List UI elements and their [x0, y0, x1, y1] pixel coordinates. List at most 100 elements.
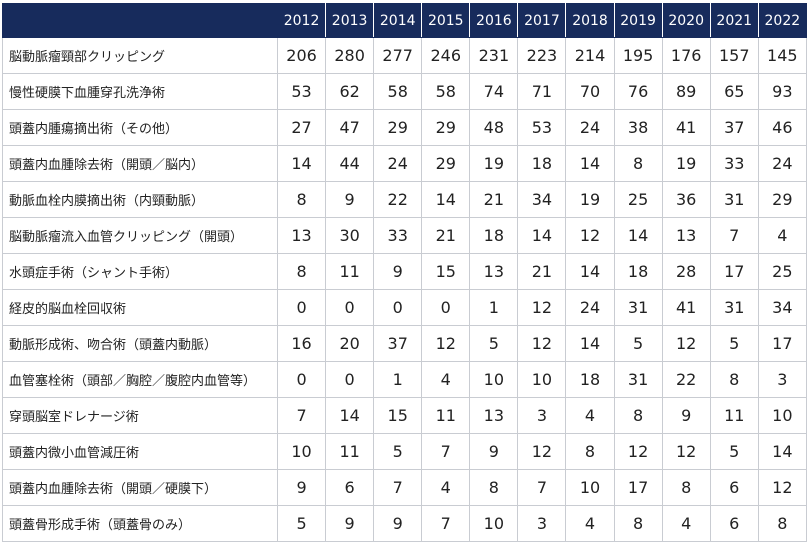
count-cell: 5	[469, 325, 519, 362]
procedure-name-cell: 慢性硬膜下血腫穿孔洗浄術	[2, 73, 278, 110]
count-cell: 33	[373, 217, 423, 254]
count-cell: 47	[325, 109, 375, 146]
count-cell: 12	[661, 433, 711, 470]
count-cell: 9	[325, 181, 375, 218]
count-cell: 58	[421, 73, 471, 110]
count-cell: 21	[469, 181, 519, 218]
count-cell: 4	[757, 217, 807, 254]
count-cell: 18	[469, 217, 519, 254]
count-cell: 9	[373, 253, 423, 290]
table-row: 水頭症手術（シャント手術） 8 11 9 15 13 21 14 18 28 17 25	[2, 253, 807, 290]
count-cell: 15	[373, 397, 423, 434]
header-corner-cell	[2, 3, 278, 38]
count-cell: 33	[709, 145, 759, 182]
count-cell: 157	[709, 37, 759, 74]
count-cell: 5	[709, 433, 759, 470]
count-cell: 76	[613, 73, 663, 110]
count-cell: 29	[757, 181, 807, 218]
year-header-cell: 2016	[469, 3, 519, 38]
count-cell: 223	[517, 37, 567, 74]
count-cell: 12	[565, 217, 615, 254]
count-cell: 18	[565, 361, 615, 398]
count-cell: 25	[613, 181, 663, 218]
count-cell: 31	[613, 361, 663, 398]
count-cell: 246	[421, 37, 471, 74]
count-cell: 0	[373, 289, 423, 326]
count-cell: 22	[661, 361, 711, 398]
count-cell: 71	[517, 73, 567, 110]
count-cell: 0	[276, 289, 327, 326]
count-cell: 6	[709, 505, 759, 542]
count-cell: 7	[709, 217, 759, 254]
count-cell: 37	[709, 109, 759, 146]
count-cell: 8	[276, 181, 327, 218]
count-cell: 5	[709, 325, 759, 362]
count-cell: 13	[661, 217, 711, 254]
count-cell: 18	[613, 253, 663, 290]
count-cell: 58	[373, 73, 423, 110]
count-cell: 3	[757, 361, 807, 398]
year-header-cell: 2018	[565, 3, 615, 38]
count-cell: 12	[517, 289, 567, 326]
count-cell: 214	[565, 37, 615, 74]
count-cell: 10	[276, 433, 327, 470]
count-cell: 22	[373, 181, 423, 218]
count-cell: 29	[373, 109, 423, 146]
count-cell: 15	[421, 253, 471, 290]
count-cell: 21	[517, 253, 567, 290]
count-cell: 14	[757, 433, 807, 470]
count-cell: 8	[661, 469, 711, 506]
count-cell: 7	[373, 469, 423, 506]
count-cell: 70	[565, 73, 615, 110]
count-cell: 0	[325, 361, 375, 398]
count-cell: 38	[613, 109, 663, 146]
count-cell: 14	[565, 325, 615, 362]
count-cell: 10	[469, 361, 519, 398]
count-cell: 0	[421, 289, 471, 326]
procedure-name-cell: 脳動脈瘤頸部クリッピング	[2, 37, 278, 74]
count-cell: 74	[469, 73, 519, 110]
count-cell: 37	[373, 325, 423, 362]
count-cell: 4	[661, 505, 711, 542]
count-cell: 14	[276, 145, 327, 182]
count-cell: 195	[613, 37, 663, 74]
count-cell: 62	[325, 73, 375, 110]
count-cell: 8	[613, 505, 663, 542]
count-cell: 8	[613, 397, 663, 434]
year-header-cell: 2021	[709, 3, 759, 38]
count-cell: 24	[373, 145, 423, 182]
count-cell: 17	[613, 469, 663, 506]
count-cell: 36	[661, 181, 711, 218]
table-row: 経皮的脳血栓回収術 0 0 0 0 1 12 24 31 41 31 34	[2, 289, 807, 326]
count-cell: 14	[613, 217, 663, 254]
count-cell: 8	[565, 433, 615, 470]
count-cell: 8	[276, 253, 327, 290]
count-cell: 9	[325, 505, 375, 542]
count-cell: 231	[469, 37, 519, 74]
surgery-statistics-table: 2012 2013 2014 2015 2016 2017 2018 2019 2020 2021…	[2, 3, 807, 542]
count-cell: 9	[276, 469, 327, 506]
procedure-name-cell: 動脈血栓内膜摘出術（内頸動脈）	[2, 181, 278, 218]
count-cell: 12	[613, 433, 663, 470]
count-cell: 4	[421, 469, 471, 506]
table-row: 脳動脈瘤流入血管クリッピング（開頭） 13 30 33 21 18 14 12 14 13 7 4	[2, 217, 807, 254]
year-header-cell: 2017	[517, 3, 567, 38]
procedure-name-cell: 頭蓋骨形成手術（頭蓋骨のみ）	[2, 505, 278, 542]
year-header-cell: 2020	[661, 3, 711, 38]
procedure-name-cell: 水頭症手術（シャント手術）	[2, 253, 278, 290]
count-cell: 11	[421, 397, 471, 434]
count-cell: 48	[469, 109, 519, 146]
count-cell: 14	[565, 145, 615, 182]
count-cell: 9	[661, 397, 711, 434]
count-cell: 31	[709, 181, 759, 218]
year-header-cell: 2022	[757, 3, 807, 38]
table-row: 頭蓋骨形成手術（頭蓋骨のみ） 5 9 9 7 10 3 4 8 4 6 8	[2, 505, 807, 542]
count-cell: 16	[276, 325, 327, 362]
count-cell: 7	[421, 433, 471, 470]
count-cell: 5	[276, 505, 327, 542]
count-cell: 13	[469, 253, 519, 290]
count-cell: 14	[325, 397, 375, 434]
count-cell: 10	[757, 397, 807, 434]
table-row: 頭蓋内微小血管減圧術 10 11 5 7 9 12 8 12 12 5 14	[2, 433, 807, 470]
procedure-name-cell: 経皮的脳血栓回収術	[2, 289, 278, 326]
